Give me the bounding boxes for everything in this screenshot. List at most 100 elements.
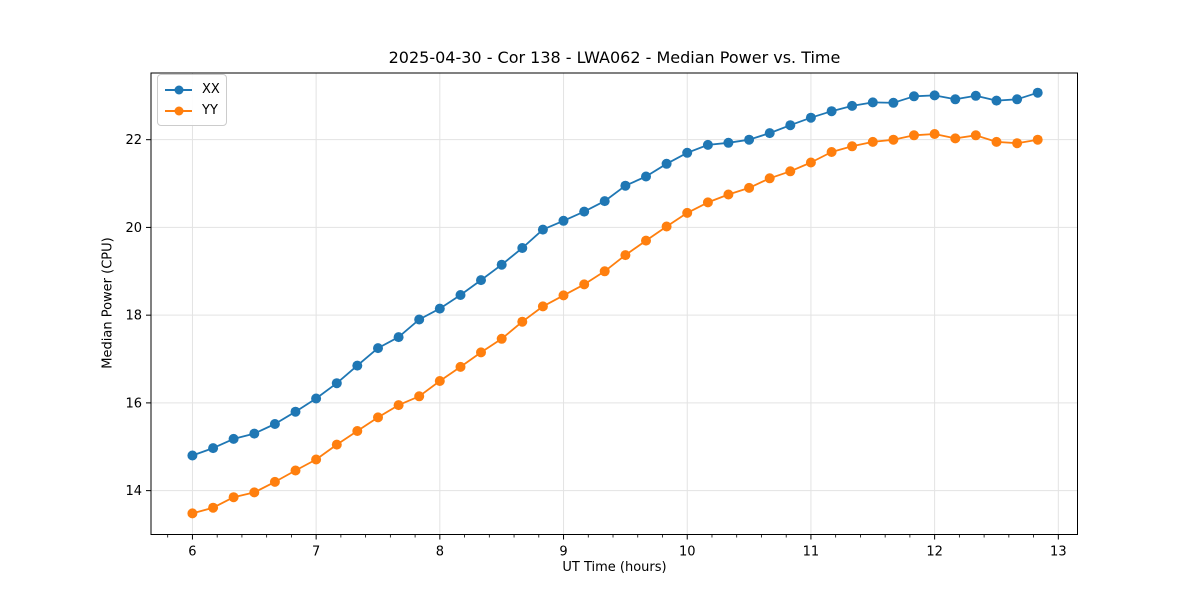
series-yy-marker — [455, 361, 466, 372]
series-yy-marker — [434, 376, 445, 386]
series-xx-marker — [496, 259, 507, 270]
y-axis-label: Median Power (CPU) — [100, 237, 116, 369]
x-axis-ticks: 6 7 8 9 10 11 12 13 — [188, 534, 1067, 560]
series-xx-marker — [682, 147, 693, 158]
series-yy-marker — [517, 316, 528, 327]
series-xx-marker — [537, 224, 548, 235]
series-yy-marker — [682, 207, 693, 218]
series-yy-marker — [888, 134, 899, 145]
gridlines — [151, 73, 1078, 535]
legend-label-yy: YY — [202, 103, 218, 118]
series-xx-marker — [1032, 87, 1043, 98]
series-yy-marker — [373, 412, 383, 423]
legend-label-xx: XX — [202, 82, 220, 97]
series-yy-marker — [290, 465, 301, 476]
series-xx-marker — [764, 128, 775, 139]
series-xx-marker — [847, 100, 858, 111]
series-xx-marker — [929, 90, 940, 101]
x-tick-label: 9 — [559, 545, 567, 560]
series-yy-marker — [723, 189, 734, 200]
series-xx-marker — [393, 332, 404, 343]
series-xx-marker — [558, 215, 569, 226]
series-yy-marker — [1012, 138, 1023, 149]
y-axis-ticks: 14 16 18 20 22 — [125, 133, 151, 499]
series-yy-marker — [249, 487, 260, 498]
chart-title: 2025-04-30 - Cor 138 - LWA062 - Median P… — [388, 48, 841, 67]
series-xx — [187, 87, 1043, 461]
x-tick-label: 13 — [1050, 545, 1067, 560]
series-yy-marker — [950, 133, 961, 144]
legend-line-sample-yy — [165, 106, 192, 115]
series-xx-marker — [620, 180, 631, 191]
legend-item-yy: YY — [165, 100, 218, 121]
series-yy-marker — [929, 129, 940, 139]
x-axis-label: UT Time (hours) — [562, 560, 667, 575]
series-yy-marker — [991, 136, 1002, 147]
legend-line-sample-xx — [165, 85, 192, 94]
series-xx-marker — [373, 343, 383, 354]
series-yy-marker — [496, 333, 507, 344]
series-yy — [187, 129, 1043, 519]
series-yy-marker — [599, 266, 610, 277]
series-xx-marker — [744, 134, 755, 145]
series-yy-marker — [1032, 134, 1043, 145]
series-xx-marker — [434, 303, 445, 314]
y-tick-label: 22 — [125, 133, 142, 148]
series-xx-marker — [805, 112, 816, 123]
y-tick-label: 18 — [125, 309, 142, 324]
series-xx-marker — [991, 95, 1002, 106]
series-yy-marker — [702, 197, 713, 208]
legend: XX YY — [157, 74, 227, 126]
series-yy-marker — [764, 173, 775, 184]
series-yy-marker — [847, 141, 858, 152]
series-yy-marker — [476, 347, 486, 358]
series-xx-marker — [867, 97, 878, 108]
series-xx-marker — [269, 419, 280, 429]
series-yy-marker — [187, 508, 198, 519]
series-yy-marker — [393, 400, 404, 411]
series-xx-marker — [331, 378, 342, 389]
series-xx-marker — [228, 433, 239, 444]
series-yy-marker — [208, 502, 219, 513]
series-yy-marker — [661, 221, 672, 232]
series-yy-marker — [620, 250, 631, 261]
series-yy-marker — [826, 147, 837, 157]
series-xx-marker — [455, 290, 466, 300]
series-xx-marker — [352, 360, 363, 371]
series-yy-marker — [744, 182, 755, 193]
series-yy-marker — [579, 279, 590, 290]
legend-item-xx: XX — [165, 79, 220, 100]
series-xx-marker — [888, 97, 899, 108]
x-tick-label: 7 — [312, 545, 320, 560]
series-yy-marker — [785, 166, 796, 177]
series-yy-marker — [558, 290, 569, 301]
x-minor-ticks — [167, 534, 1034, 538]
series-yy-marker — [867, 136, 878, 147]
series-yy-marker — [331, 439, 342, 450]
series-xx-marker — [661, 158, 672, 169]
plot-area-border — [150, 72, 1078, 535]
series-yy-marker — [311, 454, 322, 465]
x-tick-label: 11 — [803, 545, 820, 560]
series-xx-marker — [702, 139, 713, 150]
series-yy-marker — [805, 157, 816, 168]
series-xx-marker — [950, 94, 961, 105]
series-yy-marker — [269, 476, 280, 487]
series-xx-marker — [517, 243, 528, 253]
series-xx-marker — [599, 196, 610, 207]
legend-marker-icon — [174, 85, 183, 94]
y-tick-label: 16 — [125, 396, 142, 411]
series-xx-marker — [909, 91, 919, 102]
y-tick-label: 20 — [125, 221, 142, 236]
series-xx-marker — [723, 137, 734, 148]
series-xx-marker — [290, 406, 301, 417]
series-xx-marker — [826, 106, 837, 117]
series-xx-marker — [1012, 94, 1023, 105]
series-yy-marker — [641, 235, 651, 246]
series-xx-marker — [208, 443, 219, 454]
series-yy-marker — [970, 130, 981, 141]
series-xx-marker — [249, 428, 260, 439]
series-xx-marker — [414, 314, 425, 325]
